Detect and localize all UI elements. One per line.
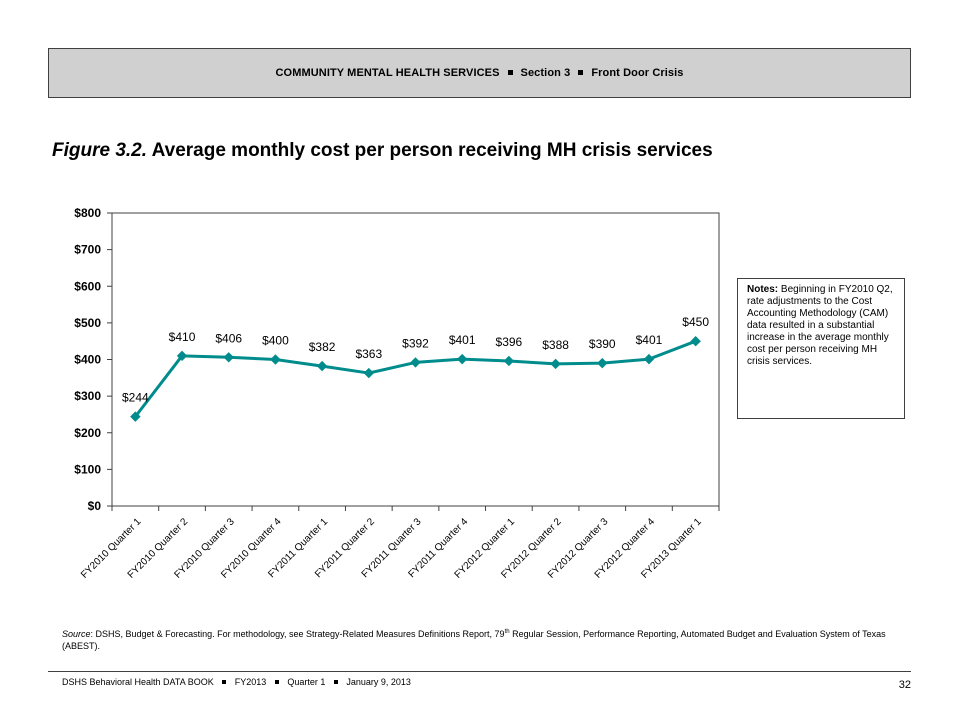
data-point-marker	[223, 352, 234, 363]
y-tick-label: $300	[74, 389, 101, 403]
data-label: $450	[682, 315, 709, 329]
data-point-marker	[176, 350, 188, 362]
figure-title-text: Average monthly cost per person receivin…	[151, 140, 713, 161]
footer-date: January 9, 2013	[346, 677, 411, 687]
source-note: Source: DSHS, Budget & Forecasting. For …	[62, 628, 912, 652]
y-tick-label: $400	[74, 353, 101, 367]
y-tick-label: $500	[74, 316, 101, 330]
data-label: $406	[215, 331, 242, 345]
series-line	[134, 339, 697, 418]
data-point-marker	[690, 335, 701, 347]
y-tick-label: $0	[88, 499, 102, 513]
section-header-bar: COMMUNITY MENTAL HEALTH SERVICES Section…	[48, 48, 911, 98]
header-section-name: COMMUNITY MENTAL HEALTH SERVICES	[275, 67, 500, 79]
data-label: $410	[169, 330, 196, 344]
source-superscript: th	[504, 629, 510, 635]
notes-label: Notes:	[747, 284, 779, 295]
figure-number: Figure 3.2.	[52, 140, 148, 161]
data-point-marker	[410, 357, 421, 368]
data-label: $363	[355, 347, 382, 361]
header-topic: Front Door Crisis	[591, 67, 684, 79]
data-point-marker	[130, 411, 141, 422]
footer-fiscal-year: FY2013	[234, 677, 267, 687]
y-tick-label: $200	[74, 426, 101, 440]
y-tick-label: $700	[74, 243, 101, 257]
source-text-b: Regular Session, Performance Reporting, …	[62, 629, 886, 651]
header-separator-icon	[507, 69, 513, 75]
header-separator-icon	[578, 69, 584, 75]
source-text-a: : DSHS, Budget & Forecasting. For method…	[90, 629, 505, 639]
y-tick-label: $100	[74, 462, 101, 476]
footer-book-title: DSHS Behavioral Health DATA BOOK	[62, 677, 214, 687]
data-point-marker	[316, 360, 328, 372]
footer-separator-icon	[333, 679, 338, 684]
series-mh-crisis-cost: $244 $410 $406 $400 $382 $363 $392 $401 $396 $388…	[122, 315, 709, 422]
data-label: $392	[402, 336, 429, 350]
data-label: $396	[496, 335, 523, 349]
data-label: $401	[449, 333, 476, 347]
figure-title: Figure 3.2. Average monthly cost per per…	[52, 140, 713, 162]
data-point-marker	[643, 353, 655, 365]
y-tick-label: $800	[74, 206, 101, 220]
header-section-number: Section 3	[520, 67, 571, 79]
footer-separator-icon	[274, 679, 279, 684]
data-point-marker	[597, 357, 608, 369]
data-label: $400	[262, 334, 289, 348]
footer-separator-icon	[222, 679, 227, 684]
notes-text: Beginning in FY2010 Q2, rate adjustments…	[747, 284, 893, 367]
data-label: $244	[122, 391, 149, 405]
footer-info: DSHS Behavioral Health DATA BOOK FY2013 …	[62, 677, 411, 687]
data-point-marker	[270, 354, 281, 365]
footer-divider	[48, 671, 911, 672]
notes-box: Notes: Beginning in FY2010 Q2, rate adju…	[737, 278, 905, 419]
data-point-marker	[503, 355, 515, 367]
footer-quarter: Quarter 1	[287, 677, 326, 687]
y-axis: $0 $100 $200 $300 $400 $500 $600 $700 $800	[74, 206, 112, 513]
data-label: $390	[589, 337, 616, 351]
page-number: 32	[898, 679, 911, 691]
data-point-marker	[550, 358, 561, 370]
data-label: $382	[309, 340, 336, 354]
data-label: $388	[542, 338, 569, 352]
data-point-marker	[456, 353, 468, 365]
data-label: $401	[636, 333, 663, 347]
y-tick-label: $600	[74, 279, 101, 293]
source-label: Source	[62, 629, 91, 639]
data-point-marker	[363, 367, 375, 379]
